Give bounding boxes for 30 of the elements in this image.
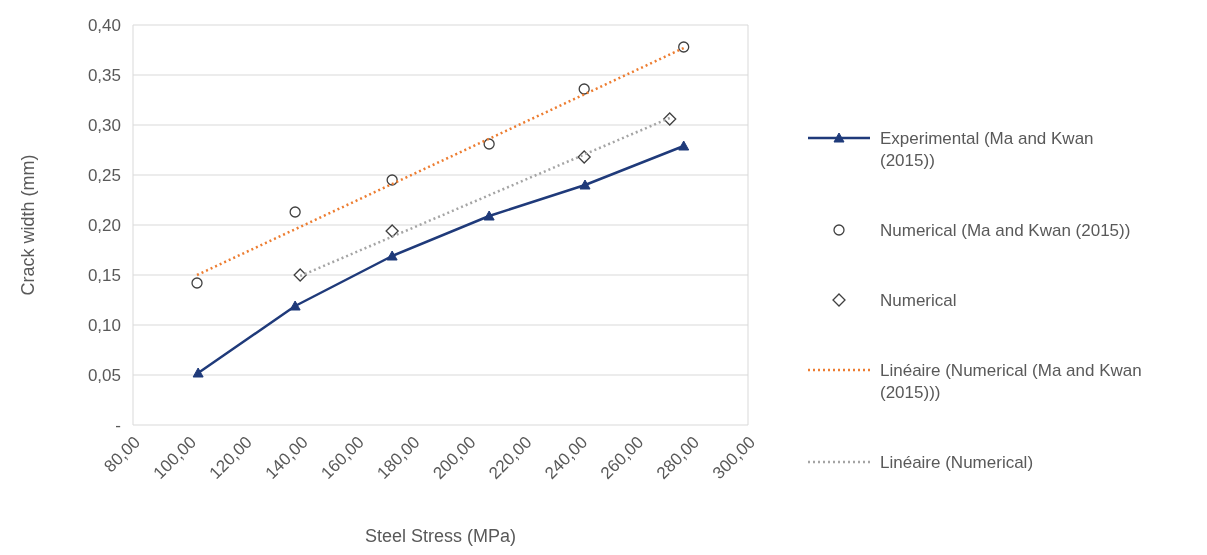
legend-label: Linéaire (Numerical): [880, 453, 1034, 472]
point: [578, 83, 590, 95]
y-tick-label: 0,05: [87, 365, 121, 385]
point: [579, 179, 591, 190]
y-axis-title: Crack width (mm): [18, 154, 38, 296]
y-tick-label: 0,15: [87, 265, 121, 285]
point: [293, 268, 307, 282]
y-tick-label: 0,10: [87, 315, 121, 335]
legend-label: Numerical (Ma and Kwan (2015)): [880, 221, 1131, 240]
y-tick-label: 0,25: [87, 165, 121, 185]
legend-label: Linéaire (Numerical (Ma and Kwan (2015))): [880, 361, 1142, 402]
y-tick-label: 0,30: [87, 115, 121, 135]
point: [483, 210, 495, 221]
legend-label: Numerical: [880, 291, 957, 310]
point: [483, 138, 495, 150]
legend-label: Experimental (Ma and Kwan (2015)): [880, 129, 1094, 170]
point: [386, 250, 398, 261]
y-tick-label: 0,35: [87, 65, 121, 85]
y-tick-label: -: [115, 415, 121, 435]
point: [678, 41, 690, 53]
point: [289, 300, 301, 311]
point: [385, 224, 399, 238]
point: [678, 140, 690, 151]
x-axis-title: Steel Stress (MPa): [364, 526, 517, 546]
point: [289, 206, 301, 218]
y-tick-label: 0,40: [87, 15, 121, 35]
point: [663, 112, 677, 126]
point: [192, 367, 204, 378]
y-tick-label: 0,20: [87, 215, 121, 235]
point: [191, 277, 203, 289]
